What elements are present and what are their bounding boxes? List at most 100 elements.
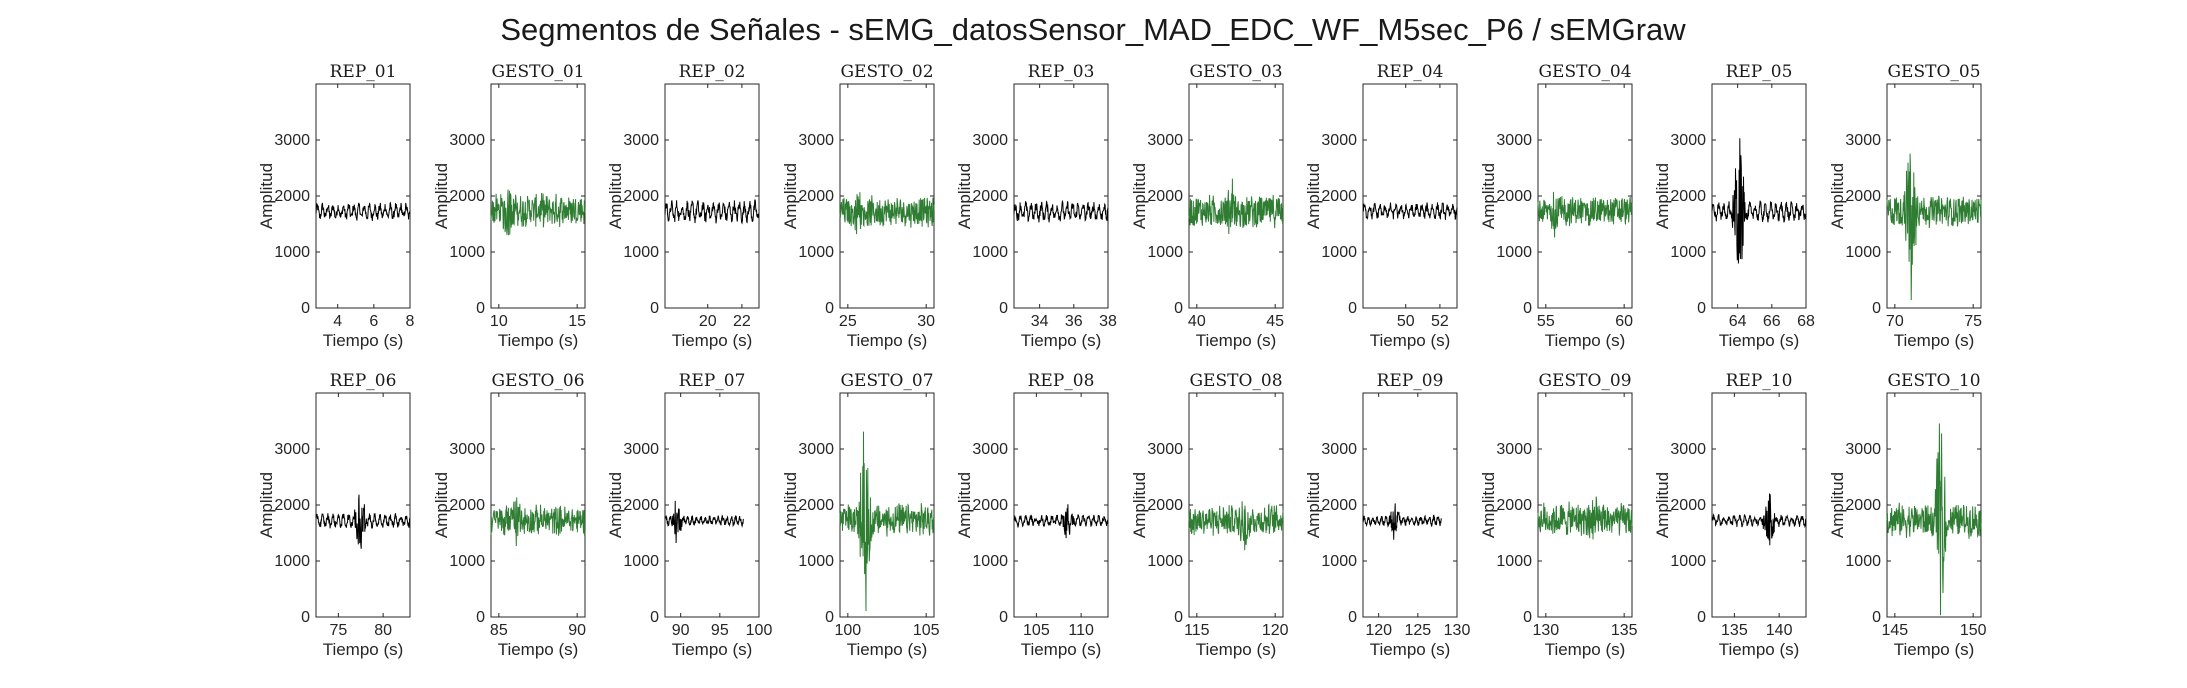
x-tick-label: 4	[333, 313, 342, 330]
subplot-rep-07: 0 1000 2000 3000 90 95 100 REP_07 Tiempo (s) Ampl…	[606, 371, 772, 659]
subplot-title: GESTO_07	[840, 371, 933, 391]
axes-frame	[490, 83, 586, 309]
x-axis-label: Tiempo (s)	[1894, 331, 1975, 350]
x-tick-label: 115	[1184, 622, 1210, 639]
signal-trace-gesto-01	[490, 189, 586, 236]
x-tick-label: 85	[490, 622, 508, 639]
x-tick-label: 34	[1031, 313, 1049, 330]
y-tick-label: 2000	[449, 497, 485, 514]
y-tick-label: 1000	[274, 244, 310, 261]
x-axis-label: Tiempo (s)	[847, 640, 928, 659]
x-tick-label: 68	[1797, 313, 1815, 330]
axes-frame	[1537, 392, 1633, 618]
y-tick-label: 0	[1174, 609, 1183, 626]
y-axis-label: Amplitud	[257, 472, 276, 538]
subplot-title: REP_05	[1726, 62, 1793, 82]
x-tick-label: 120	[1262, 622, 1289, 639]
y-tick-label: 3000	[1845, 441, 1881, 458]
axes-frame	[315, 83, 411, 309]
subplot-title: REP_01	[330, 62, 397, 82]
y-tick-label: 2000	[1670, 497, 1706, 514]
y-tick-label: 1000	[1321, 553, 1357, 570]
subplot-rep-09: 0 1000 2000 3000 120 125 130 REP_09 Tiempo (s) Am…	[1304, 371, 1470, 659]
y-tick-label: 2000	[972, 188, 1008, 205]
subplot-rep-04: 0 1000 2000 3000 50 52 REP_04 Tiempo (s) Amplitu…	[1304, 62, 1458, 350]
y-tick-label: 0	[1872, 609, 1881, 626]
axes-frame	[315, 392, 411, 618]
signal-trace-rep-08	[1013, 504, 1109, 539]
y-tick-label: 1000	[972, 244, 1008, 261]
y-axis-label: Amplitud	[432, 163, 451, 229]
x-axis-label: Tiempo (s)	[498, 331, 579, 350]
y-tick-label: 1000	[1147, 553, 1183, 570]
subplot-gesto-09: 0 1000 2000 3000 130 135 GESTO_09 Tiempo (s) Amp…	[1479, 371, 1638, 659]
subplot-gesto-07: 0 1000 2000 3000 100 105 GESTO_07 Tiempo (s) Amp…	[781, 371, 940, 659]
y-axis-label: Amplitud	[1130, 472, 1149, 538]
y-tick-label: 0	[1174, 300, 1183, 317]
x-tick-label: 80	[374, 622, 392, 639]
y-tick-label: 0	[476, 609, 485, 626]
y-tick-label: 3000	[1147, 441, 1183, 458]
subplot-rep-08: 0 1000 2000 3000 105 110 REP_08 Tiempo (s) Ampli…	[955, 371, 1109, 659]
x-axis-label: Tiempo (s)	[323, 331, 404, 350]
y-tick-label: 0	[999, 300, 1008, 317]
x-tick-label: 10	[490, 313, 508, 330]
y-tick-label: 2000	[972, 497, 1008, 514]
subplot-title: REP_09	[1377, 371, 1444, 391]
signal-trace-gesto-10	[1886, 423, 1982, 616]
subplot-gesto-10: 0 1000 2000 3000 145 150 GESTO_10 Tiempo (s) Amp…	[1828, 371, 1987, 659]
subplot-gesto-03: 0 1000 2000 3000 40 45 GESTO_03 Tiempo (s) Ampli…	[1130, 62, 1284, 350]
subplot-title: REP_04	[1377, 62, 1444, 82]
axes-frame	[1711, 392, 1807, 618]
x-tick-label: 36	[1065, 313, 1083, 330]
y-tick-label: 0	[1872, 300, 1881, 317]
y-tick-label: 1000	[1845, 244, 1881, 261]
y-tick-label: 0	[650, 609, 659, 626]
axes-frame	[1362, 83, 1458, 309]
y-tick-label: 2000	[623, 188, 659, 205]
subplot-gesto-01: 0 1000 2000 3000 10 15 GESTO_01 Tiempo (s) Ampli…	[432, 62, 586, 350]
x-tick-label: 75	[329, 622, 347, 639]
x-tick-label: 20	[699, 313, 717, 330]
x-tick-label: 130	[1444, 622, 1471, 639]
x-tick-label: 25	[839, 313, 857, 330]
signal-trace-rep-10	[1711, 493, 1807, 546]
y-tick-label: 1000	[1496, 553, 1532, 570]
axes-frame	[1188, 392, 1284, 618]
x-axis-label: Tiempo (s)	[672, 640, 753, 659]
y-tick-label: 1000	[1496, 244, 1532, 261]
y-axis-label: Amplitud	[1828, 472, 1847, 538]
x-tick-label: 130	[1532, 622, 1559, 639]
x-tick-label: 50	[1397, 313, 1415, 330]
x-tick-label: 75	[1964, 313, 1982, 330]
y-tick-label: 1000	[1670, 553, 1706, 570]
signal-trace-rep-01	[315, 201, 411, 221]
subplot-gesto-04: 0 1000 2000 3000 55 60 GESTO_04 Tiempo (s) Ampli…	[1479, 62, 1633, 350]
signal-trace-gesto-08	[1188, 501, 1284, 551]
x-tick-label: 150	[1960, 622, 1987, 639]
y-tick-label: 0	[301, 609, 310, 626]
x-axis-label: Tiempo (s)	[1370, 640, 1451, 659]
y-tick-label: 0	[650, 300, 659, 317]
subplot-title: REP_07	[679, 371, 746, 391]
y-tick-label: 0	[825, 300, 834, 317]
signal-trace-gesto-06	[490, 497, 586, 547]
axes-frame	[1013, 83, 1109, 309]
subplot-gesto-06: 0 1000 2000 3000 85 90 GESTO_06 Tiempo (s) Ampli…	[432, 371, 586, 659]
x-tick-label: 52	[1431, 313, 1449, 330]
subplot-title: REP_03	[1028, 62, 1095, 82]
axes-frame	[1886, 392, 1982, 618]
signal-trace-rep-06	[315, 494, 411, 549]
y-tick-label: 3000	[1670, 441, 1706, 458]
x-tick-label: 100	[746, 622, 773, 639]
x-axis-label: Tiempo (s)	[1719, 640, 1800, 659]
y-tick-label: 2000	[1496, 188, 1532, 205]
signal-trace-gesto-03	[1188, 178, 1284, 235]
x-tick-label: 40	[1188, 313, 1206, 330]
x-tick-label: 90	[672, 622, 690, 639]
y-tick-label: 0	[476, 300, 485, 317]
y-tick-label: 2000	[1147, 497, 1183, 514]
x-tick-label: 140	[1766, 622, 1793, 639]
y-axis-label: Amplitud	[1479, 472, 1498, 538]
